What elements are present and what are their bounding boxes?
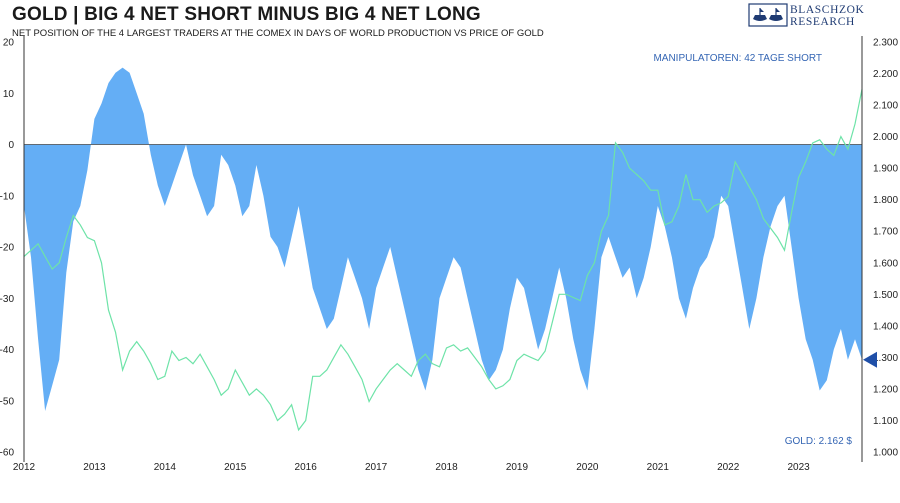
right-tick-label: 1.800 — [873, 195, 898, 206]
right-tick-label: 2.000 — [873, 132, 898, 143]
left-tick-label: 10 — [3, 89, 15, 100]
right-tick-label: 1.000 — [873, 448, 898, 459]
left-tick-label: -20 — [0, 243, 14, 254]
left-tick-label: 20 — [3, 38, 15, 49]
chart-subtitle: NET POSITION OF THE 4 LARGEST TRADERS AT… — [12, 28, 544, 39]
left-tick-label: -30 — [0, 294, 14, 305]
x-tick-label: 2016 — [295, 462, 318, 473]
x-tick-label: 2021 — [647, 462, 670, 473]
x-tick-label: 2022 — [717, 462, 740, 473]
left-tick-label: 0 — [8, 140, 14, 151]
gold-price-line — [23, 89, 863, 432]
right-tick-label: 1.900 — [873, 164, 898, 175]
right-tick-label: 1.500 — [873, 290, 898, 301]
x-tick-label: 2023 — [787, 462, 810, 473]
right-tick-label: 2.100 — [873, 101, 898, 112]
right-tick-label: 1.200 — [873, 384, 898, 395]
right-tick-label: 2.300 — [873, 38, 898, 49]
current-value-marker-icon — [863, 351, 877, 368]
annotation-gold-price: GOLD: 2.162 $ — [785, 436, 853, 447]
right-tick-label: 1.100 — [873, 416, 898, 427]
brand-logo: BLASCHZOK RESEARCH — [748, 2, 898, 30]
left-tick-label: -60 — [0, 448, 14, 459]
x-tick-label: 2013 — [83, 462, 106, 473]
logo-line2: RESEARCH — [790, 16, 855, 28]
x-tick-label: 2018 — [435, 462, 458, 473]
right-tick-label: 1.600 — [873, 258, 898, 269]
x-tick-label: 2015 — [224, 462, 247, 473]
right-tick-label: 1.300 — [873, 353, 898, 364]
x-tick-label: 2014 — [154, 462, 177, 473]
annotation-manipulatoren: MANIPULATOREN: 42 TAGE SHORT — [653, 53, 822, 64]
x-tick-label: 2017 — [365, 462, 388, 473]
left-tick-label: -10 — [0, 191, 14, 202]
x-tick-label: 2020 — [576, 462, 599, 473]
chart-title: GOLD | BIG 4 NET SHORT MINUS BIG 4 NET L… — [12, 4, 481, 25]
x-tick-label: 2012 — [13, 462, 36, 473]
left-tick-label: -40 — [0, 345, 14, 356]
ships-logo-icon — [748, 3, 788, 27]
net-position-area — [24, 67, 862, 411]
logo-line1: BLASCHZOK — [790, 4, 865, 16]
x-tick-label: 2019 — [506, 462, 529, 473]
right-tick-label: 2.200 — [873, 69, 898, 80]
left-tick-label: -50 — [0, 396, 14, 407]
right-tick-label: 1.400 — [873, 321, 898, 332]
right-tick-label: 1.700 — [873, 227, 898, 238]
logo-text: BLASCHZOK RESEARCH — [790, 4, 864, 28]
